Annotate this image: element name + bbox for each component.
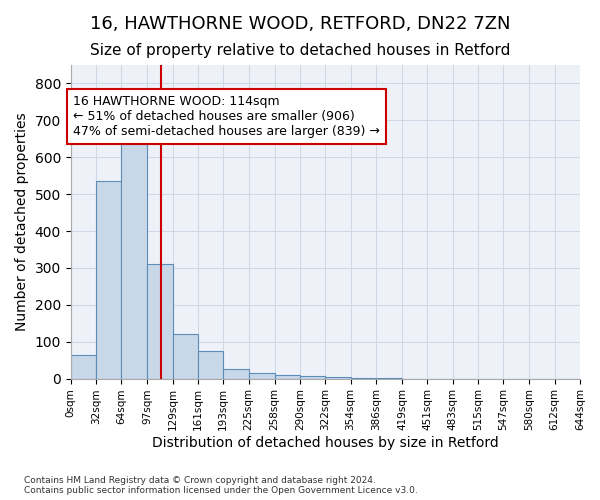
Bar (223, 368, 248, 378)
Bar (173, 334, 198, 378)
Text: 16 HAWTHORNE WOOD: 114sqm
← 51% of detached houses are smaller (906)
47% of semi: 16 HAWTHORNE WOOD: 114sqm ← 51% of detac… (73, 95, 380, 138)
Bar (300, 376, 325, 378)
Text: Size of property relative to detached houses in Retford: Size of property relative to detached ho… (90, 42, 510, 58)
Text: 16, HAWTHORNE WOOD, RETFORD, DN22 7ZN: 16, HAWTHORNE WOOD, RETFORD, DN22 7ZN (90, 15, 510, 33)
X-axis label: Distribution of detached houses by size in Retford: Distribution of detached houses by size … (152, 436, 499, 450)
Bar (148, 264, 173, 378)
Text: Contains HM Land Registry data © Crown copyright and database right 2024.
Contai: Contains HM Land Registry data © Crown c… (24, 476, 418, 495)
Bar (248, 374, 275, 378)
Bar (71, 354, 96, 378)
Bar (121, 144, 148, 378)
Bar (96, 181, 121, 378)
Y-axis label: Number of detached properties: Number of detached properties (15, 112, 29, 331)
Bar (275, 375, 300, 378)
Bar (198, 351, 223, 378)
Bar (325, 377, 350, 378)
